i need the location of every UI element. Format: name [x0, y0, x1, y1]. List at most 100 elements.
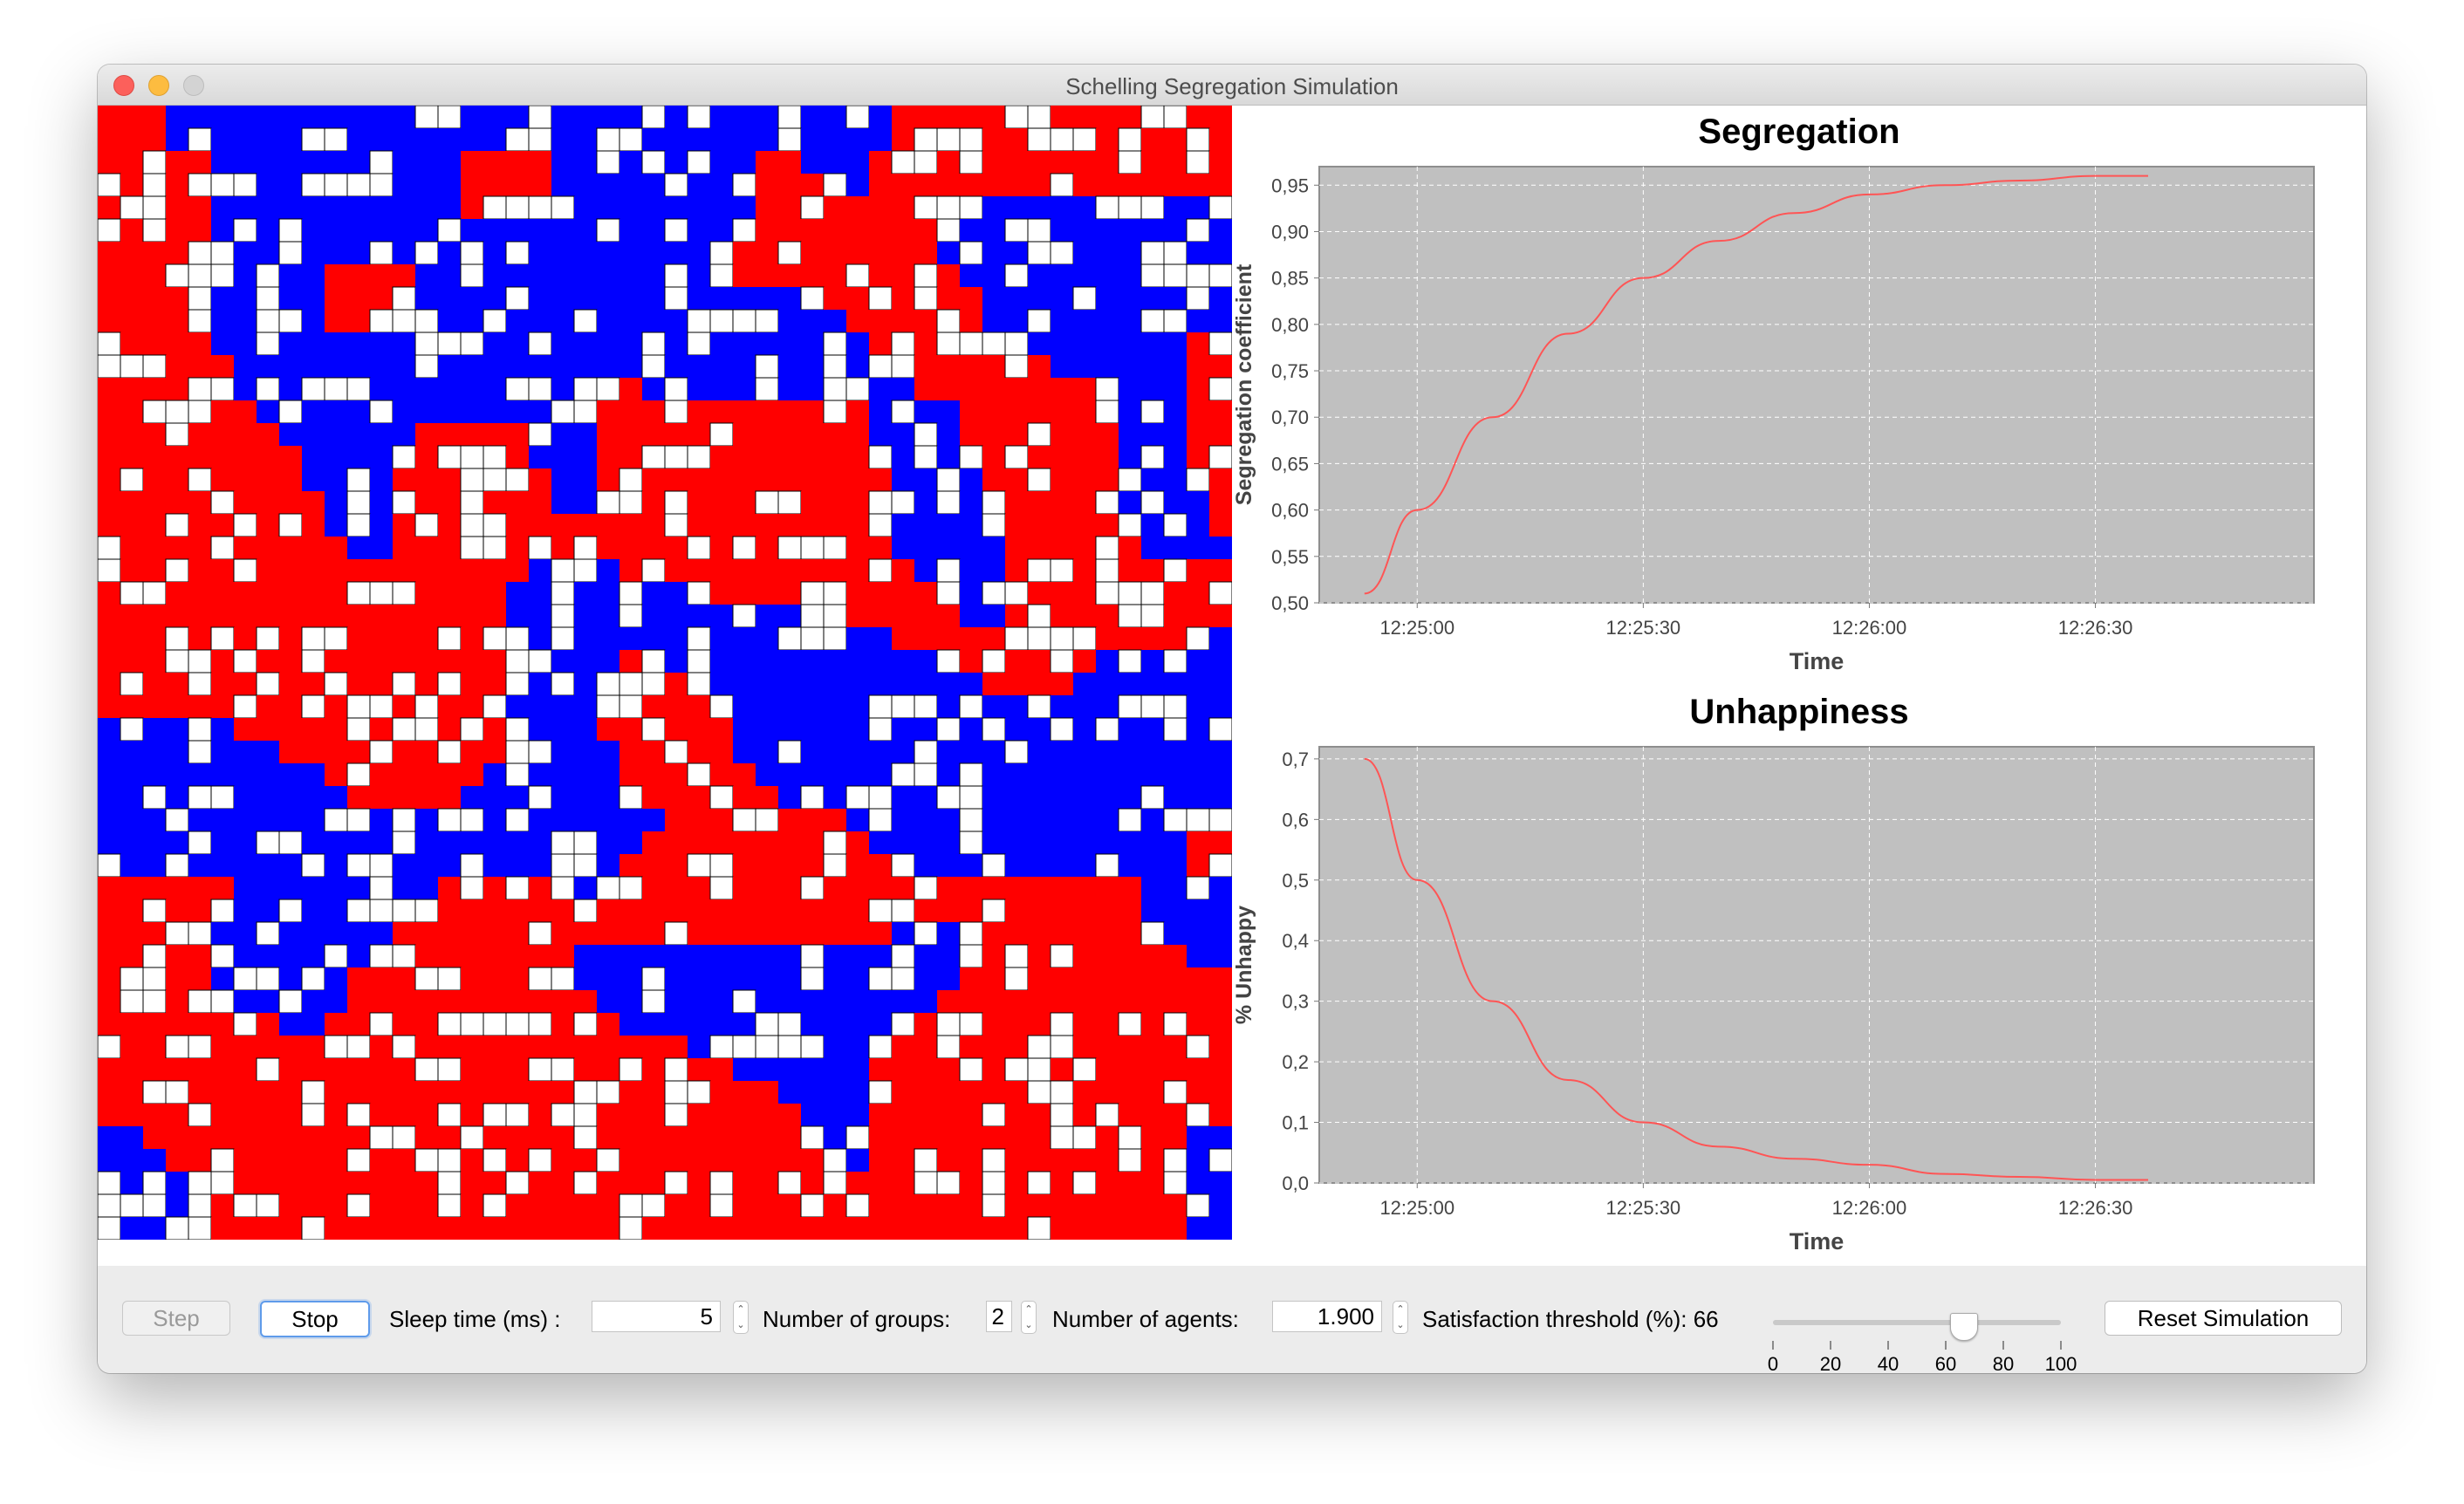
- agent-cell: [529, 1217, 551, 1240]
- empty-cell: [165, 263, 189, 288]
- empty-cell: [1118, 808, 1142, 832]
- empty-cell: [369, 581, 394, 605]
- agent-cell: [688, 967, 710, 990]
- agent-cell: [506, 990, 529, 1013]
- agent-cell: [551, 650, 574, 673]
- agent-cell: [892, 1194, 914, 1217]
- agent-cell: [619, 446, 642, 468]
- empty-cell: [823, 377, 847, 401]
- agent-cell: [529, 400, 551, 423]
- step-button[interactable]: Step: [122, 1301, 230, 1336]
- agent-cell: [960, 1194, 982, 1217]
- zoom-window-button[interactable]: [183, 75, 204, 96]
- stop-button[interactable]: Stop: [260, 1301, 370, 1337]
- agent-cell: [1073, 605, 1096, 627]
- empty-cell: [868, 1080, 893, 1104]
- agent-cell: [1209, 106, 1232, 128]
- agent-cell: [257, 582, 279, 605]
- agent-cell: [1073, 537, 1096, 559]
- agent-cell: [619, 242, 642, 264]
- agent-cell: [892, 831, 914, 854]
- empty-cell: [664, 1080, 688, 1104]
- empty-cell: [1027, 106, 1051, 129]
- threshold-slider-thumb[interactable]: [1949, 1313, 1978, 1341]
- empty-cell: [1027, 1216, 1051, 1240]
- agent-cell: [982, 468, 1005, 491]
- agent-cell: [1187, 1013, 1209, 1036]
- agent-cell: [642, 1149, 665, 1172]
- agent-cell: [551, 1194, 574, 1217]
- agent-cell: [1164, 537, 1187, 559]
- agent-cell: [257, 877, 279, 899]
- agent-cell: [574, 1058, 597, 1081]
- agent-cell: [756, 605, 778, 627]
- threshold-slider-track[interactable]: [1773, 1320, 2061, 1325]
- agent-cell: [302, 106, 325, 128]
- agent-cell: [982, 763, 1005, 786]
- agent-cell: [937, 741, 960, 763]
- sleep-time-field[interactable]: 5: [592, 1301, 721, 1332]
- empty-cell: [188, 785, 212, 810]
- agent-cell: [960, 400, 982, 423]
- empty-cell: [460, 536, 484, 560]
- agent-cell: [1073, 219, 1096, 242]
- agent-cell: [211, 310, 234, 332]
- agent-cell: [688, 1126, 710, 1149]
- empty-cell: [1118, 1148, 1142, 1172]
- agents-stepper[interactable]: ⌃ ⌄: [1393, 1301, 1408, 1334]
- groups-field[interactable]: 2: [986, 1301, 1012, 1332]
- minimize-window-button[interactable]: [148, 75, 169, 96]
- agent-cell: [1119, 627, 1141, 650]
- agent-cell: [778, 673, 801, 695]
- empty-cell: [573, 1171, 598, 1195]
- empty-cell: [914, 150, 938, 174]
- agent-cell: [1051, 877, 1073, 899]
- agent-cell: [483, 967, 506, 990]
- agent-cell: [824, 559, 846, 582]
- empty-cell: [1208, 717, 1232, 742]
- agent-cell: [914, 899, 937, 922]
- empty-cell: [596, 218, 620, 243]
- agent-cell: [778, 809, 801, 831]
- agent-cell: [914, 332, 937, 355]
- agent-cell: [982, 1036, 1005, 1058]
- empty-cell: [369, 173, 394, 197]
- agent-cell: [1141, 741, 1164, 763]
- agent-cell: [914, 673, 937, 695]
- reset-simulation-button[interactable]: Reset Simulation: [2105, 1301, 2342, 1336]
- agent-cell: [370, 1194, 393, 1217]
- agent-cell: [824, 514, 846, 537]
- sleep-time-stepper[interactable]: ⌃ ⌄: [733, 1301, 749, 1334]
- agent-cell: [982, 128, 1005, 151]
- agent-cell: [1119, 1217, 1141, 1240]
- agent-cell: [688, 196, 710, 219]
- agent-cell: [415, 831, 438, 854]
- agent-cell: [982, 1013, 1005, 1036]
- agent-cell: [120, 763, 143, 786]
- agent-cell: [98, 1013, 120, 1036]
- close-window-button[interactable]: [113, 75, 134, 96]
- agent-cell: [1119, 1081, 1141, 1104]
- agent-cell: [1141, 1172, 1164, 1194]
- agent-cell: [415, 741, 438, 763]
- agent-cell: [325, 1149, 347, 1172]
- agent-cell: [1073, 695, 1096, 718]
- agent-cell: [98, 1104, 120, 1126]
- agent-cell: [574, 809, 597, 831]
- empty-cell: [1186, 626, 1210, 651]
- agent-cell: [1028, 786, 1051, 809]
- groups-stepper[interactable]: ⌃ ⌄: [1021, 1301, 1037, 1334]
- agent-cell: [869, 537, 892, 559]
- slider-tick-label: 100: [2044, 1353, 2077, 1373]
- agent-cell: [733, 582, 756, 605]
- agent-cell: [574, 673, 597, 695]
- agent-cell: [597, 1217, 619, 1240]
- agent-cell: [642, 809, 665, 831]
- agent-cell: [1005, 128, 1028, 151]
- agents-field[interactable]: 1.900: [1272, 1301, 1382, 1332]
- empty-cell: [1027, 309, 1051, 333]
- empty-cell: [664, 263, 688, 288]
- empty-cell: [1163, 1171, 1188, 1195]
- agent-cell: [393, 355, 415, 378]
- agent-cell: [325, 1081, 347, 1104]
